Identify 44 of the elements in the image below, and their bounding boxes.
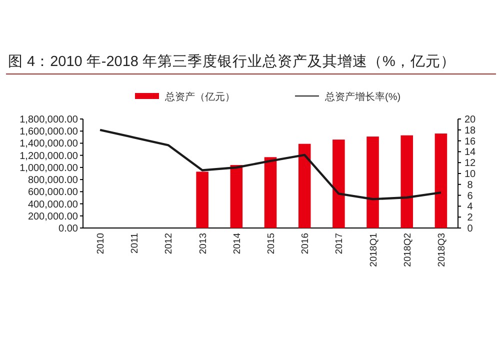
bar — [196, 172, 208, 228]
y-tick-label: 200,000.00 — [28, 211, 78, 222]
y2-tick-label: 18 — [464, 125, 476, 136]
y2-tick-label: 4 — [467, 202, 474, 213]
legend-label: 总资产（亿元） — [164, 91, 235, 103]
x-tick-label: 2016 — [300, 233, 312, 254]
y2-tick-label: 8 — [467, 180, 474, 191]
y-tick-label: 800,000.00 — [28, 175, 78, 186]
chart-title: 图 4：2010 年-2018 年第三季度银行业总资产及其增速（%，亿元） — [8, 53, 456, 70]
bar — [434, 134, 448, 228]
y-tick-label: 600,000.00 — [28, 187, 78, 198]
y2-tick-label: 0 — [467, 224, 474, 234]
y2-tick-label: 2 — [467, 212, 474, 224]
x-tick-label: 2010 — [96, 233, 107, 254]
x-tick-label: 2014 — [232, 233, 243, 254]
y-tick-label: 1,000,000.00 — [20, 162, 78, 174]
x-tick-label: 2013 — [198, 233, 209, 254]
bar — [230, 165, 243, 228]
x-tick-label: 2015 — [266, 233, 277, 254]
y2-tick-label: 16 — [464, 136, 476, 148]
y-tick-label: 1,400,000.00 — [20, 138, 78, 150]
legend-label: 总资产增长率(%) — [324, 91, 401, 103]
y2-tick-label: 20 — [464, 114, 476, 126]
line-series — [98, 128, 442, 200]
x-tick-label: 2011 — [130, 233, 141, 254]
x-tick-label: 2018Q1 — [368, 233, 380, 267]
x-tick-label: 2018Q2 — [402, 233, 414, 267]
bar — [264, 157, 277, 228]
y-tick-label: 400,000.00 — [28, 199, 78, 210]
y2-tick-label: 10 — [464, 169, 476, 180]
bar — [332, 140, 345, 228]
y-tick-label: 1,800,000.00 — [20, 114, 78, 126]
y2-tick-label: 14 — [464, 147, 476, 158]
x-tick-label: 2017 — [334, 233, 346, 254]
y2-tick-label: 12 — [464, 158, 476, 170]
y2-tick-label: 6 — [467, 190, 474, 202]
x-tick-label: 2018Q3 — [436, 233, 448, 267]
y-tick-label: 0.00 — [58, 224, 78, 234]
x-tick-label: 2012 — [164, 233, 175, 254]
y-tick-label: 1,600,000.00 — [20, 126, 78, 138]
y-tick-label: 1,200,000.00 — [20, 150, 78, 162]
bar — [400, 135, 413, 228]
bar — [366, 136, 379, 228]
bar — [298, 144, 311, 228]
